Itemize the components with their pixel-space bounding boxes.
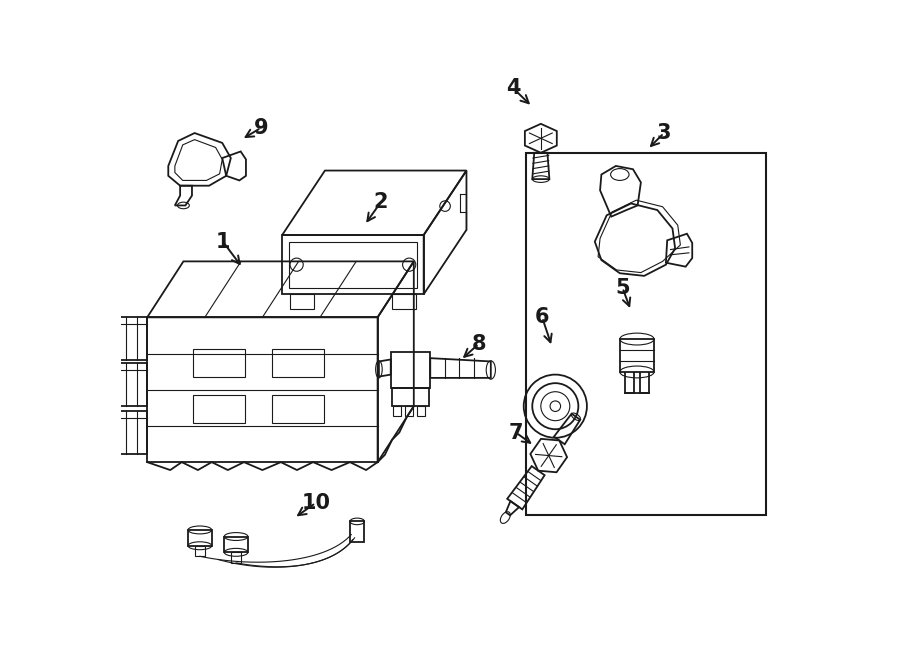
Text: 2: 2	[374, 192, 388, 212]
Text: 4: 4	[506, 78, 520, 98]
Text: 10: 10	[302, 493, 330, 513]
Text: 3: 3	[657, 123, 671, 143]
Text: 7: 7	[508, 422, 523, 442]
Text: 5: 5	[615, 278, 630, 297]
Text: 9: 9	[254, 118, 268, 137]
Bar	[526, 153, 766, 515]
Text: 6: 6	[535, 307, 549, 327]
Text: 8: 8	[472, 334, 486, 354]
Text: 1: 1	[216, 231, 230, 252]
